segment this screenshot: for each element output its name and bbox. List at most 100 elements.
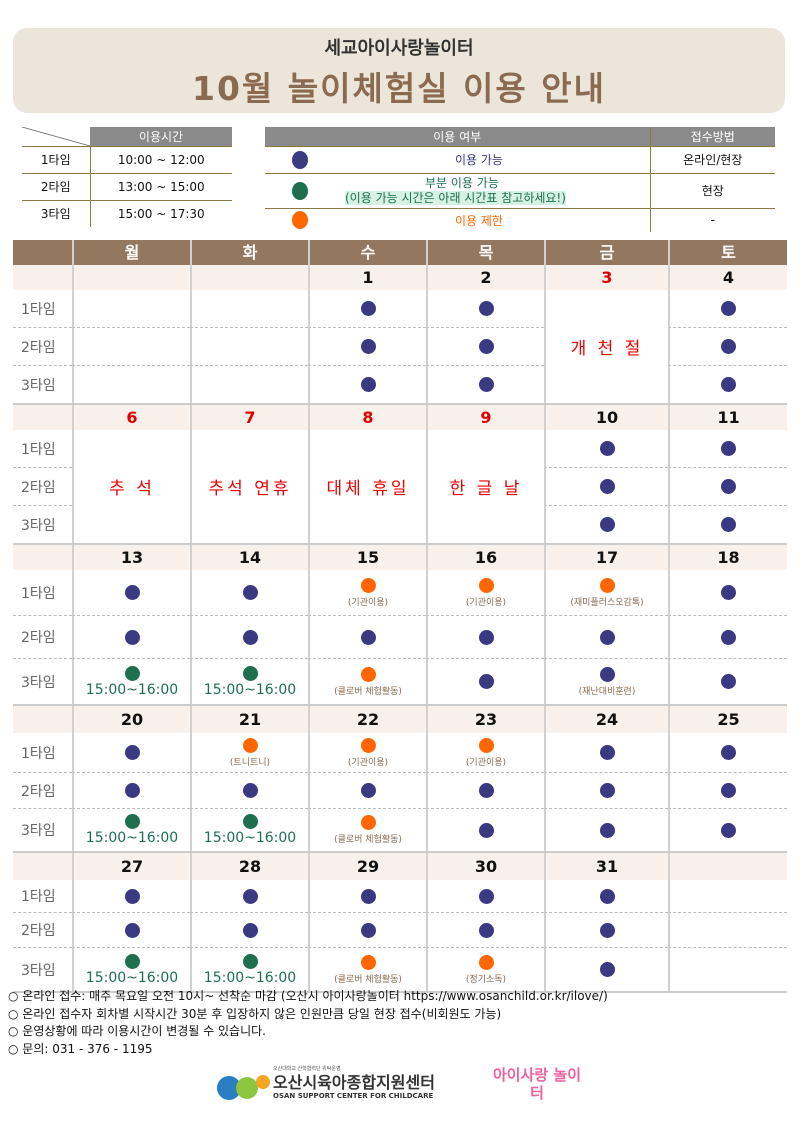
slot-cell: 15:00~16:00	[190, 659, 308, 704]
restricted-dot-icon	[360, 666, 376, 682]
available-dot-icon	[721, 783, 736, 798]
partial-dot-icon	[242, 814, 258, 829]
restricted-dot-icon	[360, 815, 376, 830]
legend-method: -	[649, 208, 775, 232]
date-row-label	[13, 853, 72, 880]
available-dot-icon	[478, 888, 494, 904]
slot-label: 2타임	[22, 173, 91, 201]
available-dot-icon	[242, 888, 258, 904]
week-row: 1타임 2타임 3타임 13 15:00~16:00 14 15:00~16:00 15 (기관…	[13, 545, 787, 706]
slot-note: (클로버 체험활동)	[334, 835, 402, 845]
available-dot-icon	[599, 629, 615, 645]
date-cell: 25	[668, 706, 787, 733]
weekday-header: 월 화 수 목 금 토	[13, 240, 787, 265]
legend-note: (이용 가능 시간은 아래 시간표 참고하세요!)	[345, 190, 566, 205]
restricted-dot-icon	[292, 211, 308, 230]
slot-cell	[668, 430, 787, 468]
slot-cell: (재미플러스오감톡)	[544, 570, 668, 616]
slot-cell	[308, 773, 426, 809]
slot-label: 2타임	[13, 468, 72, 506]
date-cell	[668, 853, 787, 880]
available-dot-icon	[721, 517, 736, 532]
slot-cell	[426, 290, 544, 328]
slot-cell	[426, 809, 544, 851]
holiday-cell: 대체 휴일	[308, 430, 426, 543]
available-dot-icon	[599, 745, 615, 760]
slot-cell	[668, 616, 787, 659]
available-dot-icon	[599, 479, 615, 494]
footer-logos: 오산대학교 산학협력단 위탁운영 오산시육아종합지원센터 OSAN SUPPOR…	[215, 1066, 595, 1112]
slot-cell	[72, 880, 190, 913]
weekday-mon: 월	[72, 240, 190, 265]
slot-cell	[190, 570, 308, 616]
slot-time: 15:00~16:00	[203, 969, 297, 986]
note-contact: ○ 문의: 031 - 376 - 1195	[8, 1041, 153, 1056]
org-small-text: 오산대학교 산학협력단 위탁운영	[273, 1066, 341, 1072]
available-dot-icon	[599, 962, 615, 977]
slot-cell	[544, 773, 668, 809]
slot-cell	[668, 773, 787, 809]
slot-cell	[668, 733, 787, 773]
org-english: OSAN SUPPORT CENTER FOR CHILDCARE	[273, 1092, 434, 1100]
date-cell: 8	[308, 405, 426, 430]
date-cell: 1	[308, 265, 426, 290]
slot-note: (기관이용)	[347, 597, 389, 608]
available-dot-icon	[599, 888, 615, 904]
slot-cell	[426, 659, 544, 704]
corner-cell	[13, 240, 72, 265]
method-header: 접수방법	[649, 127, 775, 147]
slot-label: 1타임	[13, 570, 72, 616]
available-dot-icon	[721, 585, 736, 600]
slot-cell: (기관이용)	[426, 570, 544, 616]
available-dot-icon	[478, 339, 494, 354]
slot-cell	[544, 809, 668, 851]
slot-cell: (재난대비훈련)	[544, 659, 668, 704]
slot-cell	[190, 616, 308, 659]
slot-label: 3타임	[21, 962, 56, 979]
slot-cell: (기관이용)	[308, 733, 426, 773]
slot-cell	[668, 570, 787, 616]
slot-cell	[668, 328, 787, 366]
slot-cell	[72, 616, 190, 659]
available-dot-icon	[599, 783, 615, 798]
slot-note: (클로버 체험활동)	[334, 686, 402, 697]
available-dot-icon	[242, 629, 258, 645]
week-row: 1타임 2타임 3타임 6 추 석 7 추석 연휴 8 대체 휴일 9 한 글 날 10 11	[13, 405, 787, 545]
slot-label: 1타임	[22, 146, 91, 174]
legend-table: 이용 여부 접수방법 이용 가능 온라인/현장 부분 이용 가능 (이용 가능 시간은…	[265, 127, 775, 232]
slot-time: 15:00~16:00	[203, 830, 297, 846]
available-dot-icon	[360, 888, 376, 904]
date-cell: 14	[190, 545, 308, 570]
slot-cell: (트니트니)	[190, 733, 308, 773]
subtitle: 세교아이사랑놀이터	[324, 38, 474, 59]
available-dot-icon	[360, 629, 376, 645]
available-dot-icon	[124, 922, 140, 938]
slot-note: (기관이용)	[347, 757, 389, 768]
legend-label: 이용 가능	[335, 146, 650, 174]
slot-cell	[668, 468, 787, 506]
available-dot-icon	[478, 674, 494, 689]
date-cell	[190, 265, 308, 290]
available-dot-icon	[599, 441, 615, 456]
available-dot-icon	[599, 822, 615, 838]
slot-cell	[544, 913, 668, 948]
slot-cell	[308, 290, 426, 328]
partial-dot-icon	[292, 181, 308, 200]
available-dot-icon	[360, 922, 376, 938]
slot-time: 10:00 ~ 12:00	[90, 146, 232, 174]
restricted-dot-icon	[360, 737, 376, 753]
date-cell: 23	[426, 706, 544, 733]
partial-dot-icon	[242, 953, 258, 969]
slot-cell	[426, 328, 544, 366]
slot-time: 15:00 ~ 17:30	[117, 206, 205, 221]
date-cell: 28	[190, 853, 308, 880]
slot-time: 15:00~16:00	[203, 681, 297, 698]
partial-dot-icon	[124, 953, 140, 969]
slot-cell	[668, 506, 787, 543]
legend-method: 온라인/현장	[649, 146, 775, 174]
available-dot-icon	[478, 822, 494, 838]
date-row-label	[13, 405, 72, 430]
footer: ○ 온라인 접수: 매주 목요일 오전 10시~ 선착순 마감 (오산시 아이사…	[8, 988, 792, 1112]
note-onsite: ○ 온라인 접수자 회차별 시작시간 30분 후 입장하지 않은 인원만큼 당일…	[8, 1006, 502, 1021]
available-dot-icon	[360, 301, 376, 316]
